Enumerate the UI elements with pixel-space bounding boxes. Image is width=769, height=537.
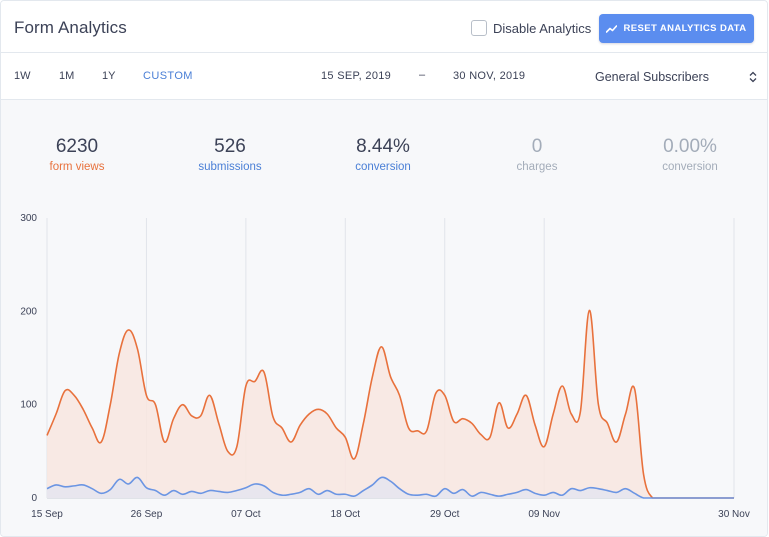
updown-chevron-icon [749, 71, 757, 83]
stat-charge-conversion-value: 0.00% [663, 136, 717, 157]
stat-charge-conversion: 0.00% conversion [630, 136, 750, 173]
disable-analytics-label: Disable Analytics [493, 20, 592, 36]
trend-line-icon [606, 24, 618, 33]
disable-analytics-checkbox[interactable] [471, 20, 487, 36]
stat-conversion-label: conversion [355, 161, 411, 173]
x-tick-label: 09 Nov [528, 509, 560, 520]
range-1m-button[interactable]: 1M [59, 70, 75, 82]
start-date-picker[interactable]: 15 SEP, 2019 [321, 70, 392, 82]
range-toolbar: 1W 1M 1Y CUSTOM 15 SEP, 2019 – 30 NOV, 2… [1, 53, 767, 100]
x-tick-label: 15 Sep [31, 509, 63, 520]
page-title: Form Analytics [14, 18, 127, 37]
x-tick-label: 18 Oct [331, 509, 361, 520]
stat-conversion: 8.44% conversion [323, 136, 443, 173]
x-tick-label: 26 Sep [131, 509, 163, 520]
stat-charge-conversion-label: conversion [662, 161, 718, 173]
stat-charges-label: charges [516, 161, 558, 173]
stat-submissions-label: submissions [198, 161, 262, 173]
range-1w-button[interactable]: 1W [14, 70, 31, 82]
audience-select-value: General Subscribers [595, 70, 709, 84]
reset-analytics-label: RESET ANALYTICS DATA [623, 23, 747, 34]
disable-analytics-toggle[interactable]: Disable Analytics [471, 19, 591, 37]
end-date-picker[interactable]: 30 NOV, 2019 [453, 70, 526, 82]
stat-charges-value: 0 [531, 136, 543, 157]
stat-form-views: 6230 form views [17, 136, 137, 173]
range-1y-button[interactable]: 1Y [102, 70, 116, 82]
series-line [46, 309, 735, 499]
stat-conversion-value: 8.44% [356, 136, 410, 157]
x-tick-label: 07 Oct [231, 509, 261, 520]
audience-select[interactable]: General Subscribers [595, 67, 757, 87]
x-tick-label: 30 Nov [718, 509, 750, 520]
stat-submissions-value: 526 [214, 136, 246, 157]
reset-analytics-button[interactable]: RESET ANALYTICS DATA [599, 14, 754, 43]
y-tick-label: 300 [20, 213, 37, 224]
stat-form-views-value: 6230 [55, 136, 99, 157]
series-area [47, 477, 734, 498]
date-separator: – [419, 69, 426, 81]
x-tick-label: 29 Oct [430, 509, 460, 520]
y-tick-label: 200 [20, 306, 37, 317]
y-tick-label: 0 [31, 493, 37, 504]
panel-header: Form Analytics Disable Analytics RESET A… [1, 1, 767, 53]
range-custom-button[interactable]: CUSTOM [143, 70, 193, 82]
stat-form-views-label: form views [49, 161, 105, 173]
stat-charges: 0 charges [477, 136, 597, 173]
series-area [47, 310, 734, 498]
y-tick-label: 100 [20, 400, 37, 411]
stat-submissions: 526 submissions [170, 136, 290, 173]
